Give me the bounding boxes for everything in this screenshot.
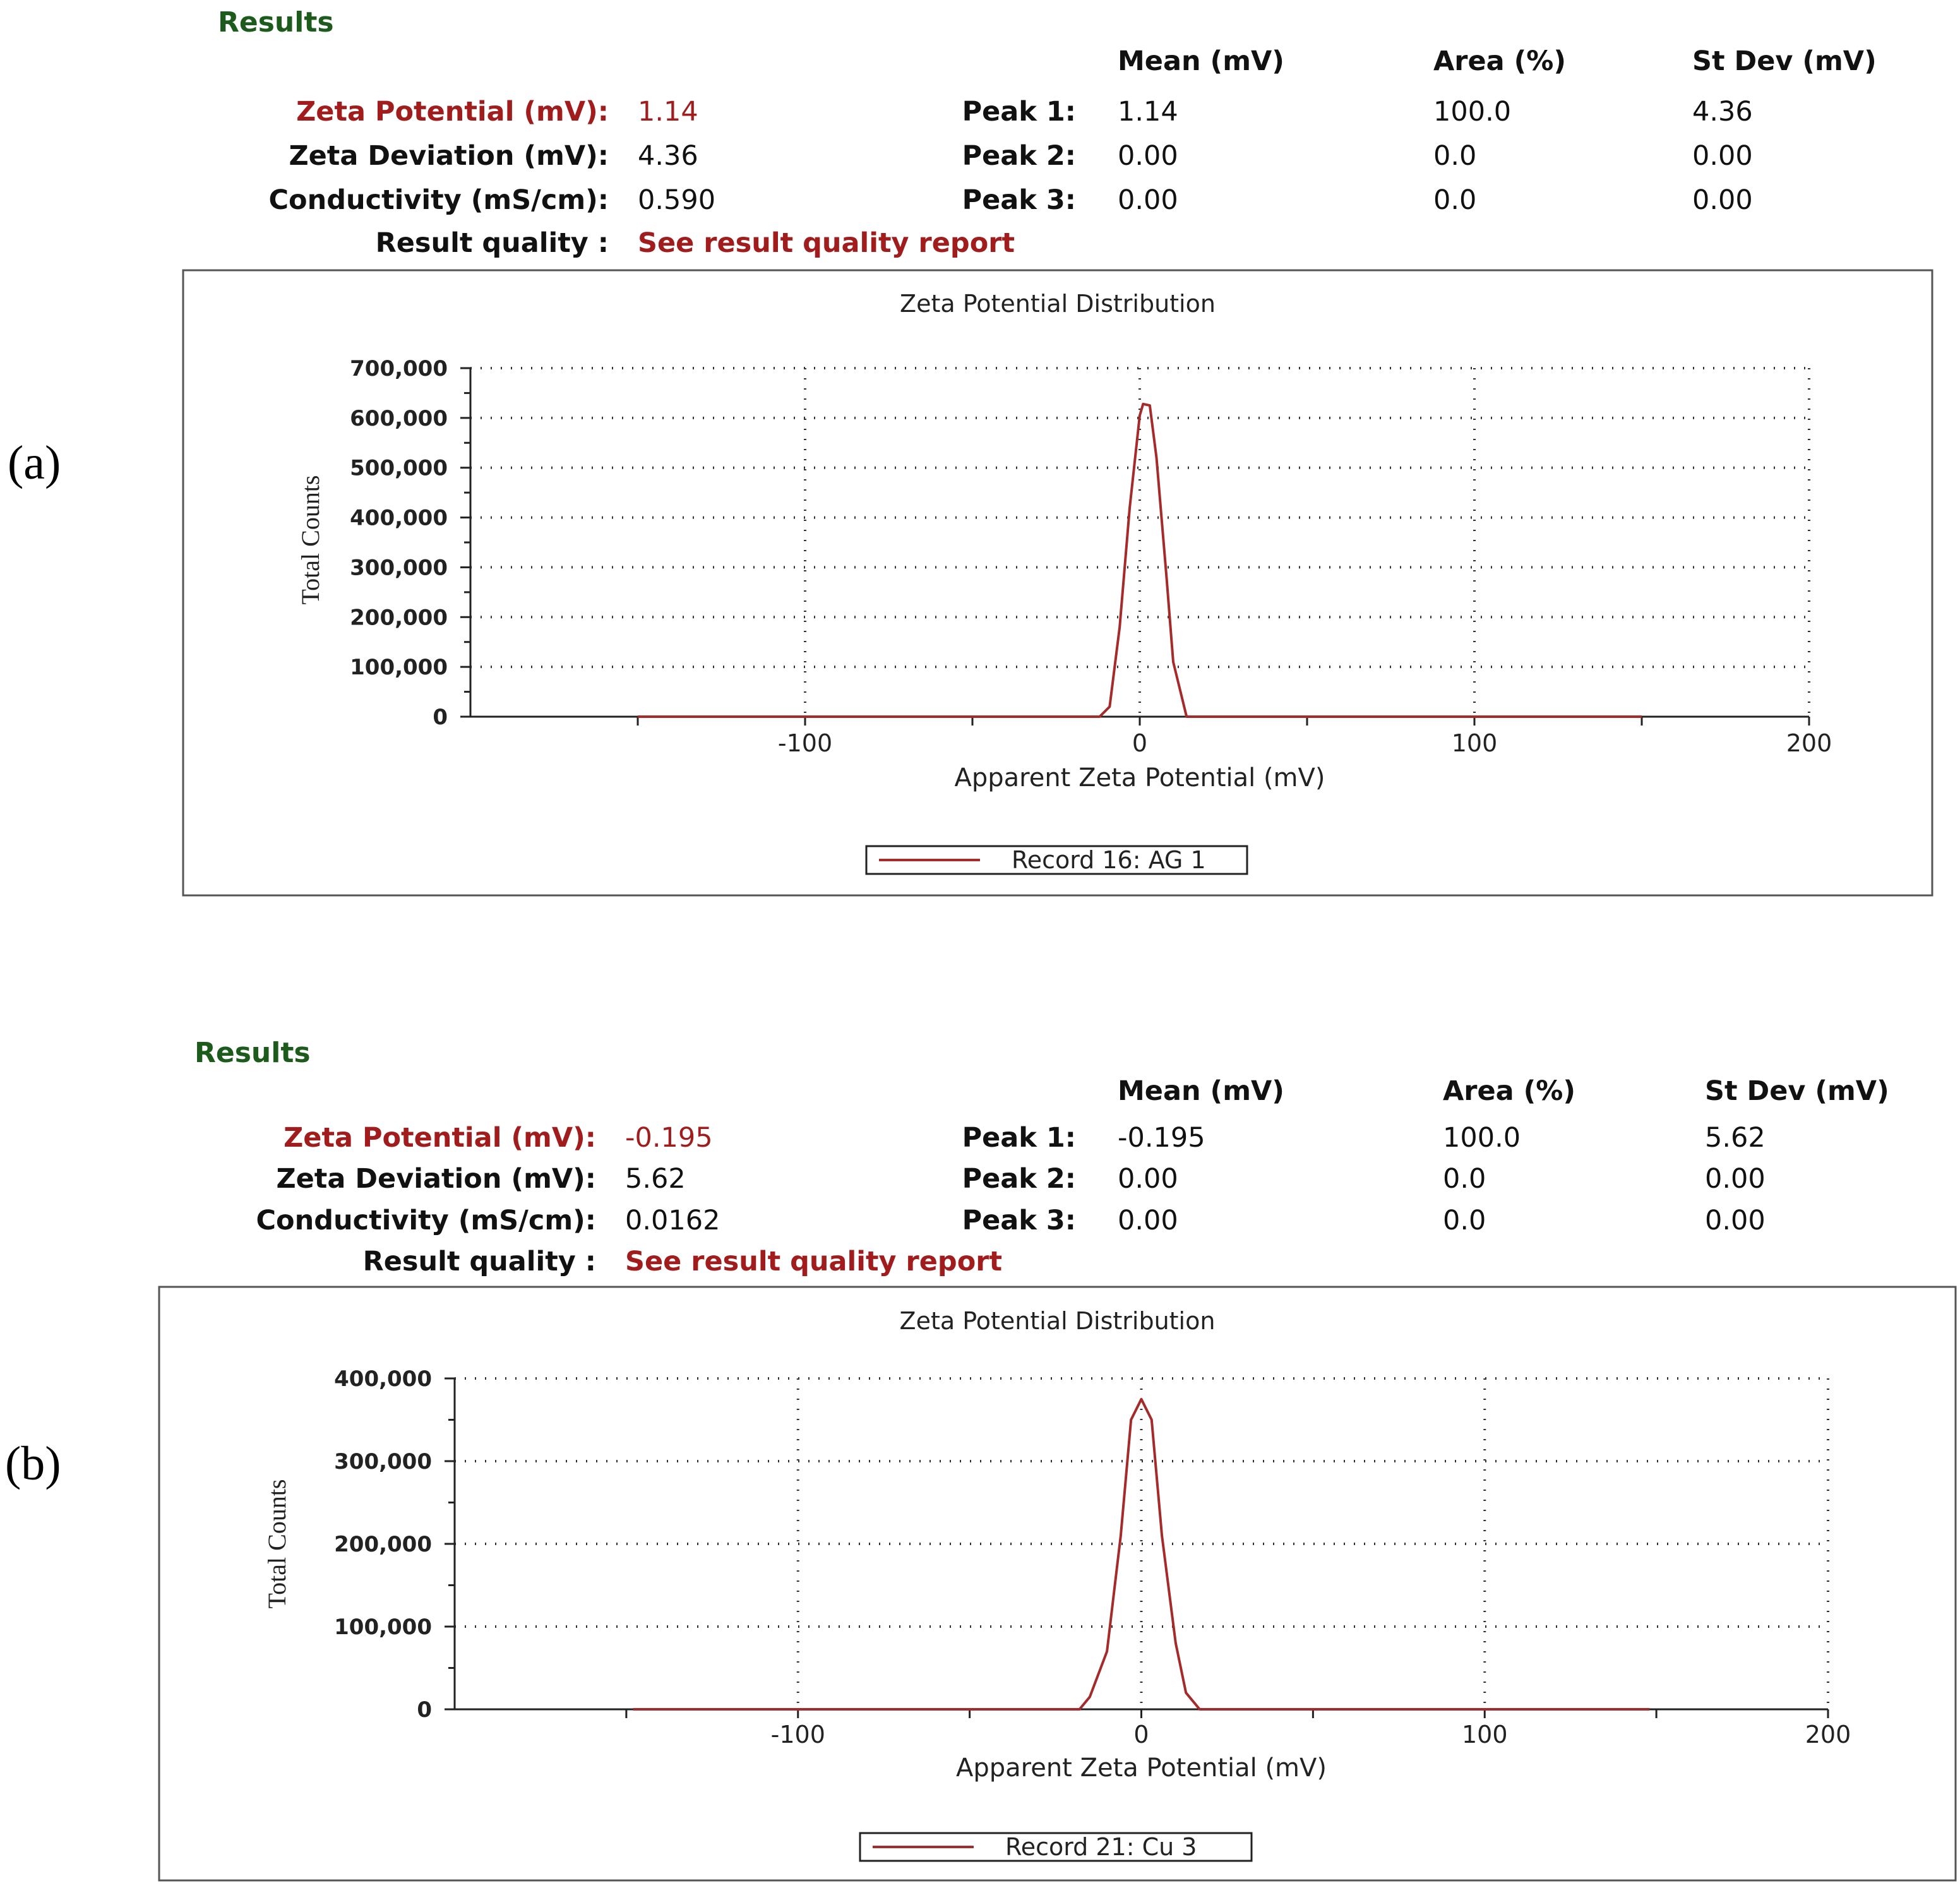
peak-mean: 0.00 [1118,140,1178,172]
y-tick-label: 300,000 [334,1449,432,1474]
x-axis-label: Apparent Zeta Potential (mV) [956,1754,1327,1783]
zeta-potential-value: 1.14 [638,96,698,128]
peak-stdev: 0.00 [1705,1163,1766,1195]
peak-mean: -0.195 [1118,1122,1205,1154]
peak-mean: 0.00 [1118,1163,1178,1195]
peak-stdev: 5.62 [1705,1122,1766,1154]
zeta-potential-label: Zeta Potential (mV): [296,96,609,128]
y-tick-label: 0 [417,1697,432,1723]
distribution-line [638,402,1642,718]
peak-stdev: 0.00 [1692,140,1753,172]
peak-mean: 1.14 [1118,96,1178,128]
y-tick-label: 400,000 [350,506,448,531]
peak-stdev: 4.36 [1692,96,1753,128]
zeta-potential-value: -0.195 [625,1122,713,1154]
legend-label: Record 16: AG 1 [1012,846,1206,874]
result-quality-link[interactable]: See result quality report [638,227,1015,259]
peak-area: 0.0 [1443,1205,1486,1236]
chart-title: Zeta Potential Distribution [900,290,1216,318]
peak-stdev: 0.00 [1705,1205,1766,1236]
y-tick-label: 700,000 [350,356,448,381]
x-tick-label: 200 [1786,729,1832,757]
area-header: Area (%) [1443,1075,1576,1107]
y-tick-label: 100,000 [350,655,448,680]
legend-box [865,845,1248,875]
x-axis-label: Apparent Zeta Potential (mV) [955,763,1325,792]
peak-label: Peak 3: [962,1205,1076,1236]
result-quality-label: Result quality : [362,1246,596,1277]
conductivity-value: 0.590 [638,184,716,216]
result-quality-link[interactable]: See result quality report [625,1246,1003,1277]
distribution-line [633,1397,1650,1711]
y-axis-label: Total Counts [263,1479,291,1609]
y-tick-label: 400,000 [334,1366,432,1392]
area-header: Area (%) [1433,45,1567,77]
zeta-deviation-value: 4.36 [638,140,698,172]
y-tick-label: 200,000 [334,1532,432,1557]
legend-label: Record 21: Cu 3 [1005,1833,1197,1861]
peak-area: 0.0 [1433,140,1477,172]
zeta-deviation-value: 5.62 [625,1163,686,1195]
x-tick-label: -100 [771,1721,825,1748]
peak-area: 0.0 [1433,184,1477,216]
conductivity-value: 0.0162 [625,1205,720,1236]
x-tick-label: 0 [1133,1721,1149,1748]
peak-label: Peak 1: [962,1122,1076,1154]
y-tick-label: 500,000 [350,456,448,481]
zeta-chart-a: Zeta Potential Distribution 0 100,000 200,0… [182,269,1933,897]
conductivity-label: Conductivity (mS/cm): [268,184,609,216]
chart-frame [158,1286,1957,1882]
mean-header: Mean (mV) [1118,1075,1284,1107]
results-title: Results [194,1037,311,1069]
chart-title: Zeta Potential Distribution [900,1307,1216,1335]
conductivity-label: Conductivity (mS/cm): [256,1205,597,1236]
chart-frame [182,269,1933,897]
x-tick-label: 100 [1452,729,1498,757]
x-tick-label: 0 [1132,729,1147,757]
y-tick-label: 600,000 [350,406,448,431]
x-tick-label: -100 [778,729,832,757]
y-axis-label: Total Counts [296,475,325,605]
y-tick-label: 0 [433,705,448,730]
peak-label: Peak 3: [962,184,1076,216]
zeta-deviation-label: Zeta Deviation (mV): [276,1163,596,1195]
panel-a: (a) Results Mean (mV) Area (%) St Dev (m… [8,6,1933,897]
peak-label: Peak 2: [962,140,1076,172]
y-tick-label: 200,000 [350,605,448,630]
peak-stdev: 0.00 [1692,184,1753,216]
x-tick-label: 200 [1805,1721,1851,1748]
stdev-header: St Dev (mV) [1692,45,1877,77]
panel-b: (b) Results Mean (mV) Area (%) St Dev (m… [0,944,1960,1888]
result-quality-label: Result quality : [375,227,609,259]
peak-area: 100.0 [1433,96,1512,128]
panel-letter: (b) [5,1437,61,1490]
zeta-potential-label: Zeta Potential (mV): [284,1122,596,1154]
zeta-chart-b: Zeta Potential Distribution 0 100,000 200,0… [158,1286,1957,1882]
results-title: Results [218,6,334,39]
peak-area: 0.0 [1443,1163,1486,1195]
x-tick-label: 100 [1462,1721,1508,1748]
peak-label: Peak 1: [962,96,1076,128]
peak-mean: 0.00 [1118,1205,1178,1236]
zeta-deviation-label: Zeta Deviation (mV): [289,140,609,172]
panel-letter: (a) [8,436,61,489]
mean-header: Mean (mV) [1118,45,1284,77]
stdev-header: St Dev (mV) [1705,1075,1889,1107]
peak-label: Peak 2: [962,1163,1076,1195]
y-tick-label: 100,000 [334,1615,432,1640]
peak-area: 100.0 [1443,1122,1521,1154]
y-tick-label: 300,000 [350,555,448,580]
peak-mean: 0.00 [1118,184,1178,216]
